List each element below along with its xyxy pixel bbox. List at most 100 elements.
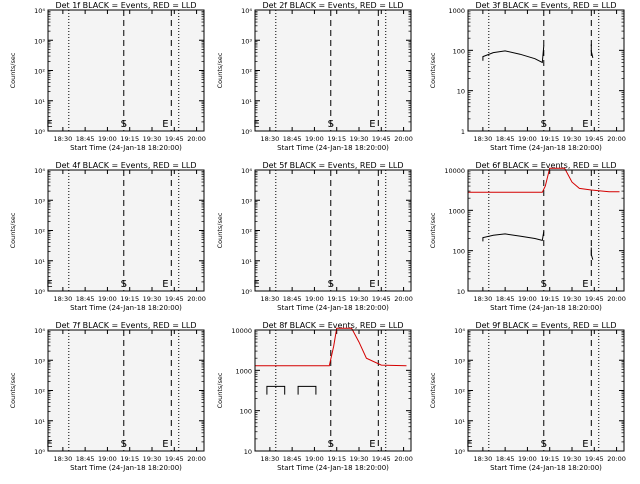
plot-frame	[47, 9, 205, 132]
x-tick-label: 19:45	[165, 455, 184, 463]
events-series-line	[266, 385, 286, 395]
chart-title: Det 6f BLACK = Events, RED = LLD	[475, 161, 616, 170]
y-tick-label: 10⁰	[34, 448, 45, 456]
plot-area	[48, 10, 204, 131]
panel-det-7f: Det 7f BLACK = Events, RED = LLD Counts/s…	[9, 321, 206, 472]
marker-s: S	[328, 119, 334, 130]
x-tick-label: 18:30	[473, 135, 492, 143]
plot-area	[468, 10, 624, 131]
x-tick-label: 19:15	[540, 135, 559, 143]
y-tick-label: 10	[457, 288, 465, 296]
chart-title: Det 4f BLACK = Events, RED = LLD	[55, 161, 196, 170]
marker-e: E	[162, 439, 168, 450]
plot-frame	[254, 9, 412, 132]
y-tick-label: 10⁴	[34, 167, 45, 175]
y-tick-label: 1000	[448, 207, 465, 215]
y-tick-label: 10¹	[241, 258, 252, 266]
x-tick-label: 19:30	[350, 135, 369, 143]
x-tick-label: 19:30	[350, 295, 369, 303]
x-tick-label: 19:45	[585, 135, 604, 143]
marker-e: E	[162, 119, 168, 130]
y-tick-label: 10⁴	[454, 327, 465, 335]
marker-e: E	[253, 279, 259, 290]
y-tick-label: 10⁰	[241, 128, 252, 136]
plot-frame	[47, 169, 205, 292]
x-axis-label: Start Time (24-Jan-18 18:20:00)	[490, 144, 602, 152]
plot-area	[468, 170, 624, 291]
x-tick-label: 18:45	[496, 455, 515, 463]
y-tick-label: 10³	[34, 357, 45, 365]
events-series-line	[590, 44, 594, 59]
marker-e: E	[582, 439, 588, 450]
x-tick-label: 18:30	[473, 295, 492, 303]
y-tick-label: 10¹	[454, 418, 465, 426]
x-tick-label: 19:00	[305, 455, 324, 463]
x-tick-label: 20:00	[394, 455, 413, 463]
x-tick-label: 19:30	[143, 455, 162, 463]
x-axis-label: Start Time (24-Jan-18 18:20:00)	[70, 144, 182, 152]
marker-s: S	[121, 439, 127, 450]
y-tick-label: 100	[240, 408, 252, 416]
y-axis-label: Counts/sec	[9, 372, 17, 408]
marker-s: S	[121, 119, 127, 130]
marker-e: E	[369, 439, 375, 450]
panel-det-3f: Det 3f BLACK = Events, RED = LLD Counts/s…	[429, 1, 626, 152]
x-tick-label: 19:45	[372, 295, 391, 303]
y-tick-label: 10⁴	[34, 7, 45, 15]
x-tick-label: 19:00	[305, 135, 324, 143]
y-axis-label: Counts/sec	[429, 372, 437, 408]
marker-s: S	[541, 119, 547, 130]
events-series-line	[482, 45, 545, 64]
y-tick-label: 10³	[454, 357, 465, 365]
plot-frame	[467, 9, 625, 132]
x-axis-label: Start Time (24-Jan-18 18:20:00)	[490, 304, 602, 312]
marker-e: E	[162, 279, 168, 290]
y-tick-label: 10²	[34, 228, 45, 236]
y-tick-label: 1000	[235, 367, 252, 375]
marker-e: E	[369, 279, 375, 290]
y-tick-label: 10⁰	[34, 288, 45, 296]
y-tick-label: 10⁰	[454, 448, 465, 456]
plot-area	[48, 330, 204, 451]
x-axis-label: Start Time (24-Jan-18 18:20:00)	[70, 464, 182, 472]
marker-s: S	[541, 439, 547, 450]
x-tick-label: 19:45	[165, 295, 184, 303]
chart-title: Det 1f BLACK = Events, RED = LLD	[55, 1, 196, 10]
lld-series-line	[468, 167, 620, 193]
chart-title: Det 7f BLACK = Events, RED = LLD	[55, 321, 196, 330]
x-tick-label: 19:45	[585, 295, 604, 303]
events-series-line	[297, 385, 317, 395]
x-tick-label: 18:45	[76, 455, 95, 463]
events-series-line	[482, 231, 545, 242]
x-tick-label: 18:45	[283, 135, 302, 143]
marker-e: E	[582, 119, 588, 130]
y-tick-label: 10	[244, 448, 252, 456]
plot-frame	[47, 329, 205, 452]
x-tick-label: 18:45	[76, 295, 95, 303]
plot-frame	[254, 169, 412, 292]
plot-frame	[467, 329, 625, 452]
x-tick-label: 19:15	[327, 135, 346, 143]
lld-series-line	[255, 327, 407, 367]
chart-title: Det 9f BLACK = Events, RED = LLD	[475, 321, 616, 330]
y-tick-label: 10000	[444, 167, 465, 175]
x-tick-label: 18:45	[283, 295, 302, 303]
y-tick-label: 10²	[34, 68, 45, 76]
x-tick-label: 19:45	[372, 455, 391, 463]
x-tick-label: 19:30	[143, 295, 162, 303]
y-tick-label: 1	[461, 128, 465, 136]
x-tick-label: 19:00	[98, 135, 117, 143]
panel-det-1f: Det 1f BLACK = Events, RED = LLD Counts/s…	[9, 1, 206, 152]
y-tick-label: 10²	[241, 68, 252, 76]
chart-title: Det 5f BLACK = Events, RED = LLD	[262, 161, 403, 170]
marker-e: E	[582, 279, 588, 290]
marker-s: S	[121, 279, 127, 290]
panel-det-2f: Det 2f BLACK = Events, RED = LLD Counts/s…	[216, 1, 413, 152]
y-tick-label: 10¹	[34, 258, 45, 266]
x-tick-label: 20:00	[607, 135, 626, 143]
x-axis-label: Start Time (24-Jan-18 18:20:00)	[490, 464, 602, 472]
x-axis-label: Start Time (24-Jan-18 18:20:00)	[277, 304, 389, 312]
panel-det-9f: Det 9f BLACK = Events, RED = LLD Counts/s…	[429, 321, 626, 472]
